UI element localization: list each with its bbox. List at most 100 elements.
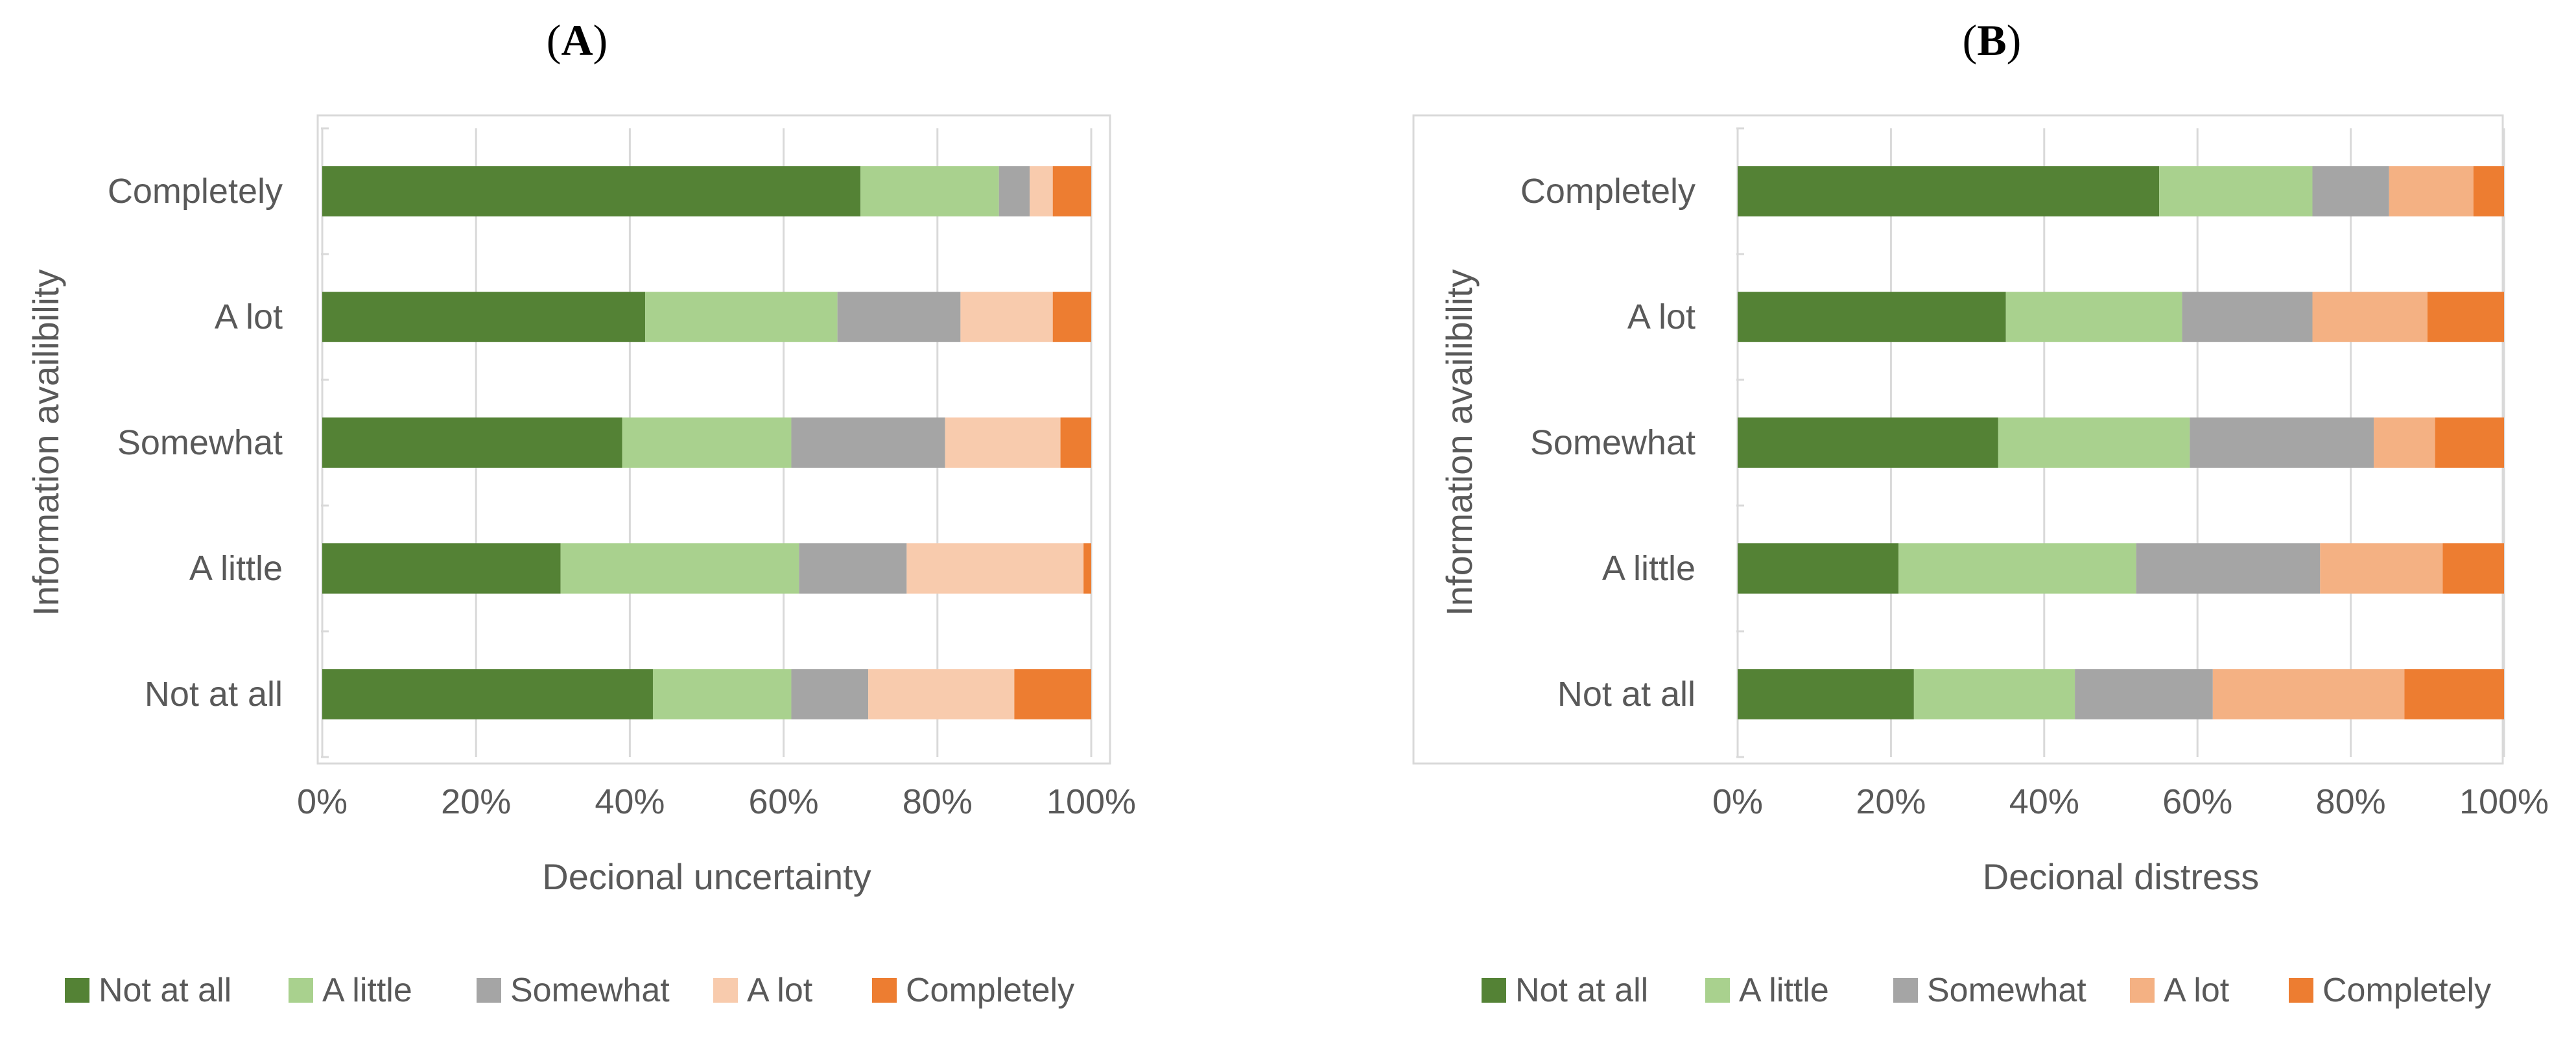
panel-a-bar-a-little-a-little	[560, 543, 799, 594]
panel-a-bar-somewhat-a-lot	[945, 417, 1061, 468]
panel-a-bar-not-at-all-not-at-all	[322, 669, 653, 719]
panel-a-category-label: A lot	[215, 298, 283, 336]
panel-a-bar-a-lot-a-lot	[960, 292, 1053, 342]
panel-b-legend-label: Completely	[2322, 972, 2491, 1009]
panel-b-bar-somewhat-completely	[2435, 417, 2504, 468]
panel-a-x-tick-label: 60%	[749, 782, 819, 821]
panel-a-x-tick-label: 20%	[441, 782, 511, 821]
panel-b-legend-swatch	[1705, 978, 1730, 1003]
panel-a-category-label: Completely	[108, 172, 283, 211]
panel-a-bar-completely-completely	[1052, 166, 1091, 216]
panel-a-bar-a-lot-a-little	[645, 292, 838, 342]
panel-b-bar-a-lot-somewhat	[2182, 292, 2313, 342]
panel-b-bar-somewhat-not-at-all	[1738, 417, 1998, 468]
panel-a-legend-label: Not at all	[99, 972, 231, 1009]
panel-b-category-label: A lot	[1627, 298, 1696, 336]
panel-a-legend-swatch	[65, 978, 89, 1003]
panel-b-x-tick-label: 80%	[2316, 782, 2386, 821]
panel-b-legend-swatch	[1482, 978, 1506, 1003]
panel-b-bar-somewhat-a-little	[1998, 417, 2190, 468]
panel-a-x-tick-label: 100%	[1046, 782, 1136, 821]
panel-b-x-axis-title: Decional distress	[1983, 856, 2259, 897]
panel-b-legend-swatch	[2130, 978, 2155, 1003]
panel-a-legend-label: A little	[322, 972, 412, 1009]
panel-a-chart-area	[316, 114, 1111, 765]
panel-b-x-tick-label: 40%	[2009, 782, 2079, 821]
panel-b-legend-label: A lot	[2164, 972, 2230, 1009]
panel-a-bar-a-little-a-lot	[906, 543, 1084, 594]
panel-b-panel-label: (B)	[1963, 16, 2022, 65]
panel-b-bar-not-at-all-a-little	[1913, 669, 2075, 719]
panel-a-bar-a-little-somewhat	[799, 543, 907, 594]
panel-b-legend-label: Somewhat	[1927, 972, 2086, 1009]
panel-a-bar-a-lot-somewhat	[837, 292, 961, 342]
panel-b-category-label: Completely	[1520, 172, 1696, 211]
panel-b-y-axis-title: Information availibility	[1439, 269, 1480, 616]
panel-b-bar-a-little-not-at-all	[1738, 543, 1899, 594]
panel-a-bar-not-at-all-a-lot	[868, 669, 1015, 719]
panel-a-category-label: A little	[189, 549, 283, 588]
panel-b-bar-a-little-completely	[2442, 543, 2504, 594]
panel-a-x-axis-title: Decional uncertainty	[542, 856, 871, 897]
panel-a-bar-completely-a-lot	[1030, 166, 1053, 216]
panel-a-y-axis-title: Information availibility	[25, 269, 66, 616]
panel-b-bar-completely-somewhat	[2312, 166, 2389, 216]
panel-a-legend-swatch	[477, 978, 501, 1003]
panel-b-legend-label: A little	[1739, 972, 1829, 1009]
panel-b-bar-a-lot-a-little	[2005, 292, 2182, 342]
panel-a-legend-label: Somewhat	[510, 972, 670, 1009]
panel-b-category-label: Somewhat	[1530, 423, 1696, 462]
panel-b-bar-somewhat-somewhat	[2190, 417, 2374, 468]
panel-a-bar-a-little-not-at-all	[322, 543, 561, 594]
panel-b-x-tick-label: 60%	[2162, 782, 2232, 821]
panel-b-bar-somewhat-a-lot	[2374, 417, 2435, 468]
panel-b-legend-swatch	[2289, 978, 2313, 1003]
panel-b-x-tick-label: 0%	[1712, 782, 1763, 821]
panel-b-bar-a-lot-not-at-all	[1738, 292, 2006, 342]
panel-b-bar-a-little-a-lot	[2320, 543, 2443, 594]
panel-b-bar-a-little-somewhat	[2136, 543, 2321, 594]
panel-b-bar-not-at-all-a-lot	[2212, 669, 2405, 719]
panel-a-x-tick-label: 40%	[595, 782, 665, 821]
panel-a-bar-not-at-all-somewhat	[791, 669, 869, 719]
panel-a-x-tick-label: 80%	[903, 782, 973, 821]
panel-a-legend-swatch	[289, 978, 313, 1003]
panel-b-x-tick-label: 20%	[1856, 782, 1926, 821]
panel-b-legend-label: Not at all	[1515, 972, 1648, 1009]
panel-a-legend-swatch	[872, 978, 897, 1003]
panel-a-bar-somewhat-completely	[1060, 417, 1091, 468]
panel-a-bar-somewhat-not-at-all	[322, 417, 622, 468]
panel-a-bar-completely-not-at-all	[322, 166, 861, 216]
panel-b-x-tick-label: 100%	[2459, 782, 2549, 821]
panel-a-category-label: Somewhat	[117, 423, 283, 462]
panel-a-bar-completely-somewhat	[998, 166, 1030, 216]
panel-b-legend-swatch	[1893, 978, 1918, 1003]
panel-b-category-label: A little	[1602, 549, 1696, 588]
panel-a-bar-somewhat-somewhat	[791, 417, 945, 468]
panel-a-legend-swatch	[713, 978, 738, 1003]
panel-a-legend-label: A lot	[747, 972, 813, 1009]
panel-a-bar-completely-a-little	[860, 166, 999, 216]
panel-b-bar-not-at-all-completely	[2404, 669, 2504, 719]
panel-b-bar-a-little-a-little	[1898, 543, 2136, 594]
panel-b-bar-completely-a-lot	[2389, 166, 2474, 216]
panel-b-bar-completely-not-at-all	[1738, 166, 2160, 216]
panel-a-bar-a-lot-completely	[1052, 292, 1091, 342]
panel-a-category-label: Not at all	[145, 675, 283, 714]
panel-b-bar-not-at-all-somewhat	[2075, 669, 2213, 719]
panel-a-x-tick-label: 0%	[297, 782, 348, 821]
panel-a-legend-label: Completely	[906, 972, 1074, 1009]
panel-b-bar-a-lot-a-lot	[2312, 292, 2428, 342]
panel-a-bar-not-at-all-completely	[1014, 669, 1091, 719]
panel-b-category-label: Not at all	[1557, 675, 1696, 714]
panel-b-bar-a-lot-completely	[2427, 292, 2504, 342]
panel-a-bar-a-little-completely	[1083, 543, 1091, 594]
panel-b-bar-completely-completely	[2473, 166, 2504, 216]
panel-a-panel-label: (A)	[547, 16, 608, 65]
panel-b-bar-not-at-all-not-at-all	[1738, 669, 1914, 719]
panel-a-bar-somewhat-a-little	[622, 417, 792, 468]
panel-a-bar-not-at-all-a-little	[652, 669, 792, 719]
panel-b-bar-completely-a-little	[2159, 166, 2313, 216]
